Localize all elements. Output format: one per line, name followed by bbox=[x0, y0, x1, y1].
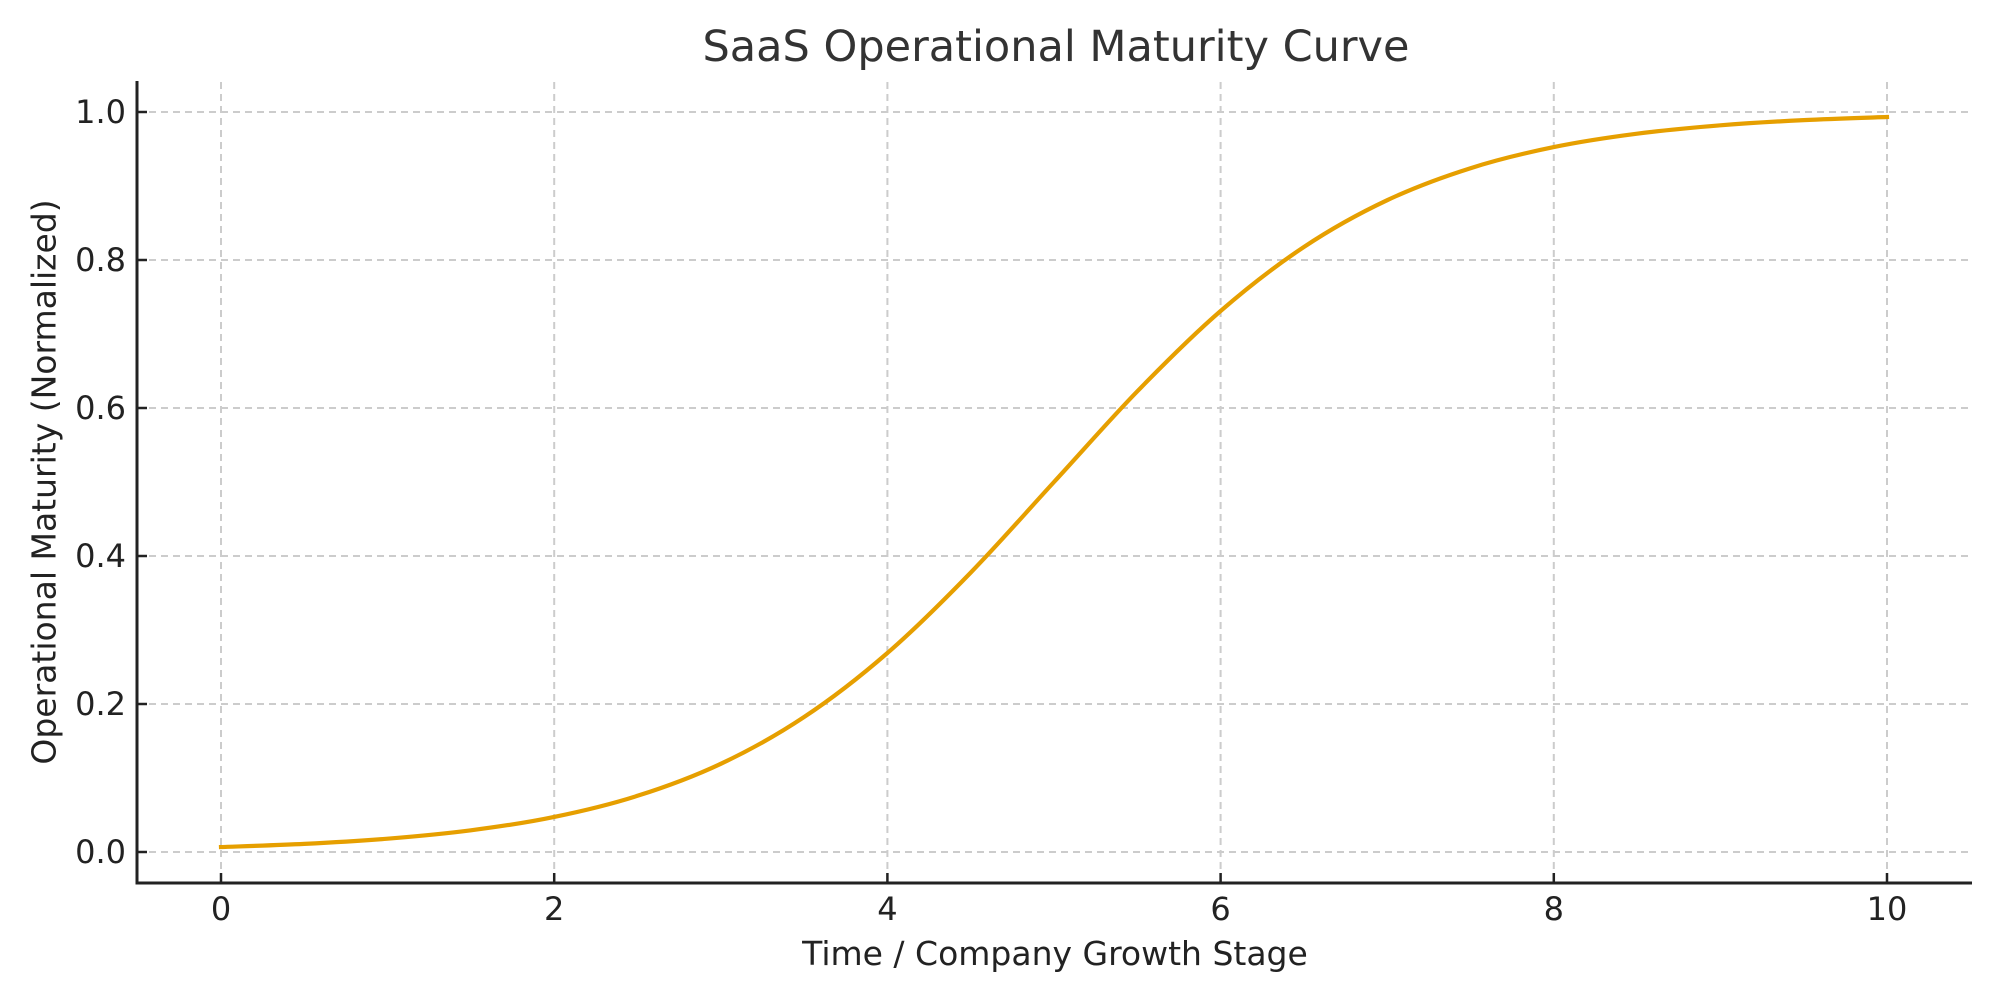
x-tick-label: 6 bbox=[1210, 890, 1231, 928]
data-series bbox=[218, 114, 1890, 850]
x-tick-label: 8 bbox=[1543, 890, 1564, 928]
chart-title: SaaS Operational Maturity Curve bbox=[702, 22, 1410, 72]
x-tick-label: 2 bbox=[544, 890, 565, 928]
y-tick-label: 0.0 bbox=[75, 833, 126, 871]
y-tick-label: 0.6 bbox=[75, 389, 126, 427]
y-tick-label: 0.2 bbox=[75, 685, 126, 723]
grid-lines bbox=[137, 82, 1970, 883]
y-tick-label: 1.0 bbox=[75, 93, 126, 131]
x-tick-label: 10 bbox=[1866, 890, 1908, 928]
y-axis-label: Operational Maturity (Normalized) bbox=[24, 199, 64, 765]
maturity-curve-line bbox=[218, 114, 1890, 850]
y-tick-label: 0.4 bbox=[75, 537, 126, 575]
x-tick-label: 0 bbox=[210, 890, 232, 928]
x-tick-label: 4 bbox=[877, 890, 898, 928]
y-tick-label: 0.8 bbox=[75, 241, 126, 279]
axes bbox=[135, 81, 1972, 885]
x-axis-label: Time / Company Growth Stage bbox=[802, 934, 1308, 973]
